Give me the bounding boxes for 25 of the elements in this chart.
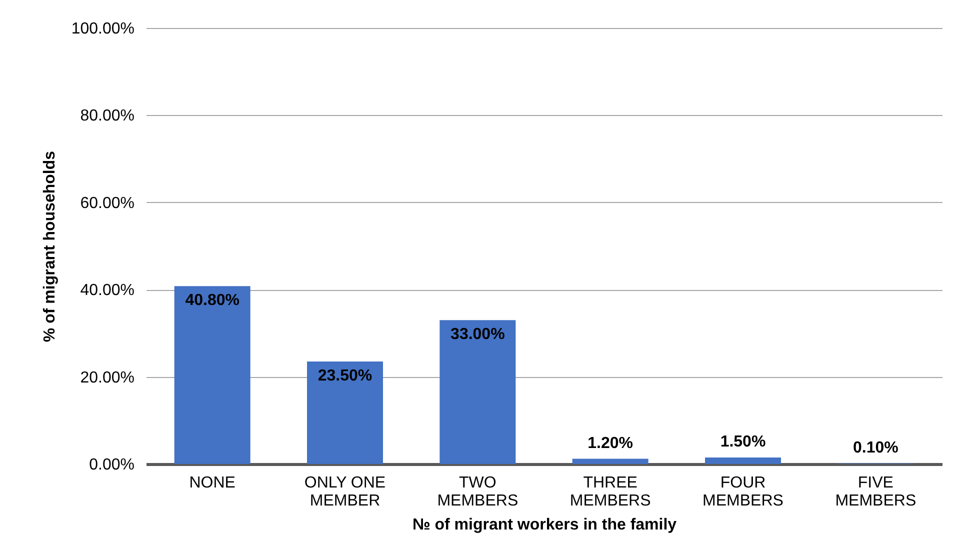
y-tick-label: 80.00% [80,108,134,125]
x-tick-label: FOUR MEMBERS [702,474,784,510]
bar [572,458,648,464]
data-label: 0.10% [852,440,898,457]
data-label: 23.50% [318,368,372,385]
x-tick-label: THREE MEMBERS [570,474,651,510]
bar [705,457,781,464]
bar [307,362,383,464]
x-tick-label: FIVE MEMBERS [835,474,916,510]
x-tick-label: ONLY ONE MEMBER [304,474,386,510]
y-axis-title: % of migrant households [41,150,58,342]
y-tick-label: 20.00% [80,369,134,386]
y-tick-label: 60.00% [80,194,134,212]
x-axis-title: № of migrant workers in the family [412,516,677,534]
y-tick-label: 100.00% [71,20,134,38]
y-tick-label: 40.00% [80,282,134,300]
x-tick-label: NONE [189,474,236,492]
bar [440,320,516,464]
data-label: 1.20% [588,434,634,452]
data-label: 40.80% [185,292,240,310]
bar [174,286,250,464]
data-label: 33.00% [450,326,505,344]
x-tick-label: TWO MEMBERS [437,474,518,510]
y-tick-label: 0.00% [89,456,134,474]
data-label: 1.50% [720,433,766,450]
